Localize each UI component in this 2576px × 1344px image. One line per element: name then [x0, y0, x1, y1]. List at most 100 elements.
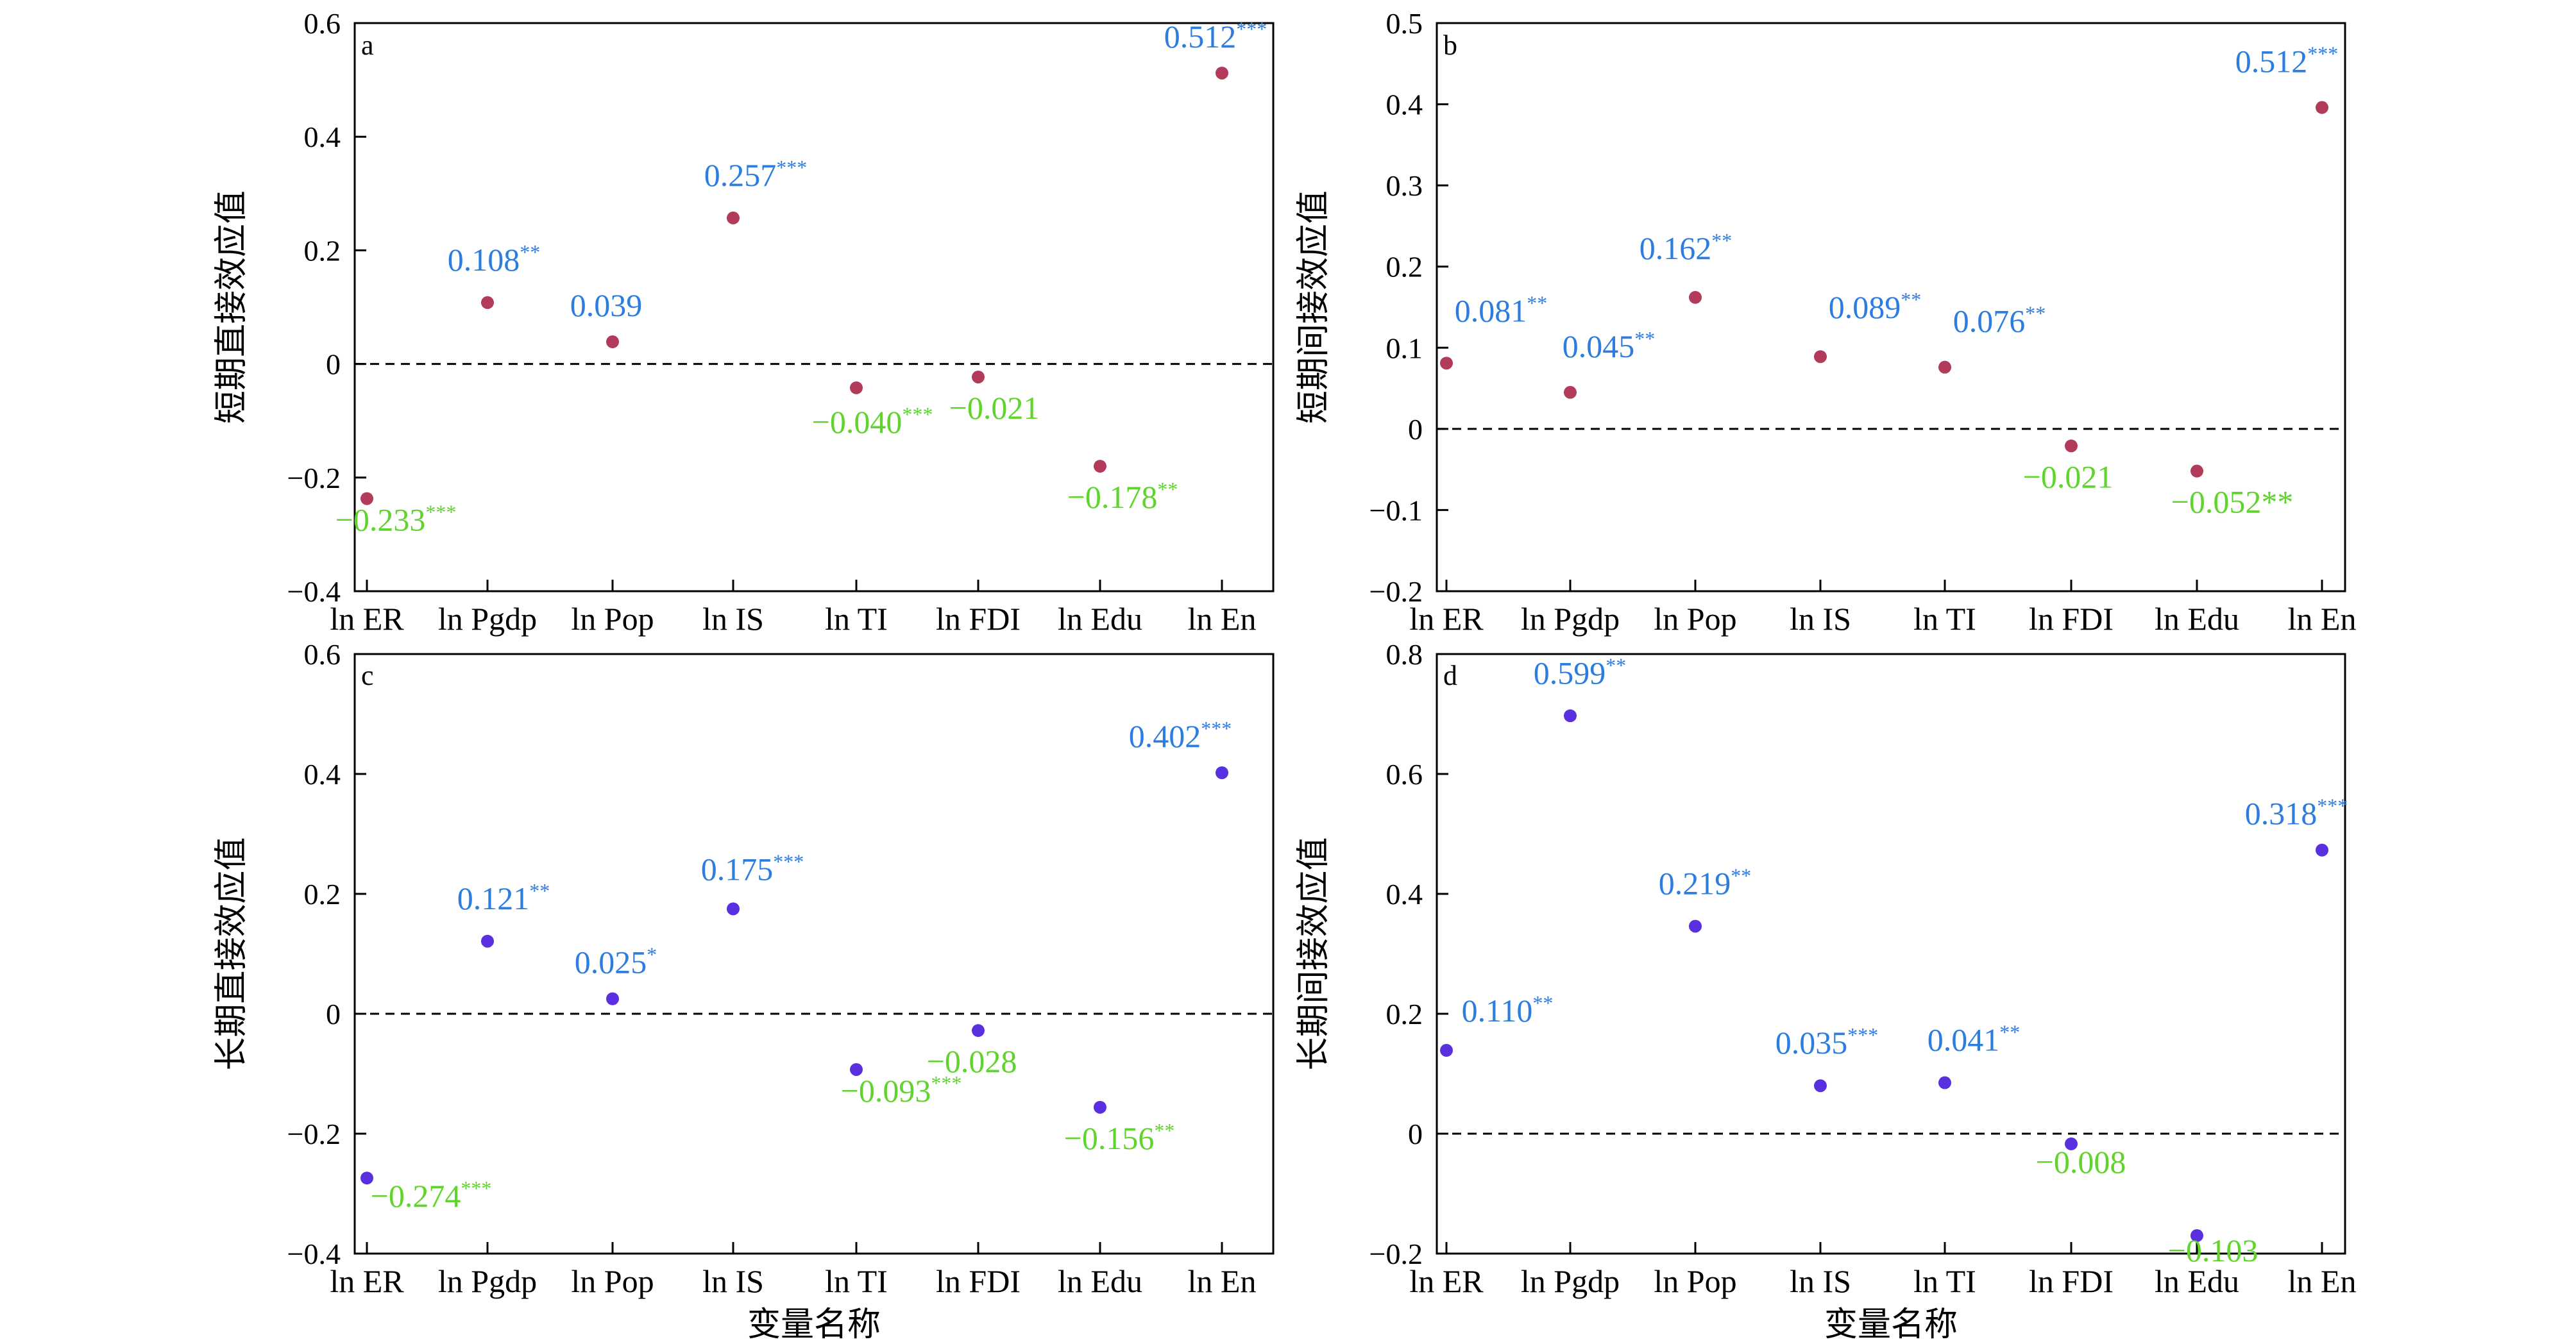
panel-a: a −0.4 −0.2 0 0.2 0.4 0.6 ln ER ln Pgdp ln Pop ln …	[214, 7, 1275, 637]
y-tick-label: 0	[326, 348, 341, 381]
y-tick-label: 0.4	[1386, 88, 1423, 121]
data-label: 0.035***	[1775, 1023, 1879, 1061]
y-tick-label: 0.5	[1386, 7, 1423, 40]
x-tick-label: ln IS	[1790, 601, 1851, 637]
data-point	[1094, 460, 1106, 473]
data-point	[727, 211, 740, 224]
data-label: 0.041**	[1928, 1021, 2021, 1058]
plot-frame	[1436, 22, 2346, 592]
data-label: 0.257***	[704, 156, 808, 193]
x-tick-label: ln ER	[1409, 1263, 1484, 1299]
panel-letter: b	[1443, 29, 1457, 61]
y-tick-label: 0.1	[1386, 332, 1423, 364]
y-tick-label: 0.6	[304, 7, 341, 40]
x-tick-label: ln Pop	[1654, 1263, 1736, 1299]
data-label: 0.162**	[1640, 229, 1733, 266]
data-point	[1216, 66, 1228, 80]
data-point	[1938, 1076, 1951, 1089]
data-point	[2316, 101, 2328, 114]
data-label: 0.219**	[1659, 864, 1752, 901]
data-label: −0.178**	[1067, 478, 1178, 515]
x-axis-title: 变量名称	[747, 1307, 881, 1343]
x-tick-label: ln FDI	[936, 1263, 1021, 1299]
data-point	[972, 370, 985, 383]
x-tick-label: ln ER	[330, 1263, 404, 1299]
x-tick-label: ln Edu	[2155, 601, 2239, 637]
x-tick-label: ln Pgdp	[438, 1263, 537, 1299]
data-label: 0.039	[570, 287, 643, 323]
y-tick-label: 0.4	[304, 758, 341, 791]
data-point	[1564, 709, 1577, 723]
y-axis-title: 长期间接效应值	[1296, 837, 1332, 1070]
data-label: −0.274***	[371, 1177, 492, 1214]
y-tick-label: 0.3	[1386, 169, 1423, 202]
data-label: −0.156**	[1064, 1119, 1175, 1156]
data-label: 0.121**	[457, 879, 550, 916]
data-point	[606, 335, 619, 349]
y-axis-title: 短期直接效应值	[214, 190, 250, 424]
y-tick-label: 0.2	[1386, 251, 1423, 283]
data-label: 0.512***	[2235, 42, 2339, 80]
data-label: −0.233***	[335, 501, 457, 538]
x-tick-label: ln Pgdp	[438, 601, 537, 637]
panel-letter: d	[1443, 660, 1457, 691]
x-tick-label: ln Pgdp	[1521, 1263, 1620, 1299]
y-tick-label: 0.8	[1386, 638, 1423, 671]
data-label: 0.045**	[1563, 327, 1656, 364]
data-label: −0.021	[2023, 458, 2114, 494]
data-point	[2190, 1229, 2203, 1242]
y-tick-label: 0	[1408, 413, 1423, 446]
data-point	[850, 1063, 863, 1076]
x-tick-label: ln TI	[825, 1263, 888, 1299]
data-label: 0.599**	[1534, 653, 1627, 691]
data-point	[1814, 350, 1827, 364]
data-point	[727, 902, 740, 916]
data-label: 0.512***	[1164, 17, 1267, 55]
y-tick-label: 0.2	[1386, 998, 1423, 1030]
data-point	[972, 1024, 985, 1037]
data-point	[1094, 1100, 1106, 1114]
data-point	[1564, 385, 1577, 399]
data-point	[1814, 1079, 1827, 1093]
y-tick-label: 0	[1408, 1118, 1423, 1150]
data-label: −0.103	[2168, 1232, 2258, 1268]
x-tick-label: ln ER	[1409, 601, 1484, 637]
y-tick-label: 0.2	[304, 878, 341, 911]
x-tick-label: ln Pgdp	[1521, 601, 1620, 637]
data-label: −0.028	[927, 1043, 1017, 1079]
x-axis-title: 变量名称	[1824, 1307, 1958, 1343]
data-label: 0.110**	[1462, 991, 1554, 1029]
x-tick-label: ln Pop	[571, 601, 654, 637]
data-label: −0.021	[949, 390, 1040, 426]
x-tick-label: ln TI	[825, 601, 888, 637]
data-label: 0.108**	[448, 240, 541, 278]
y-tick-label: −0.2	[287, 1118, 341, 1150]
y-tick-label: 0.4	[304, 121, 341, 153]
x-tick-label: ln IS	[1790, 1263, 1851, 1299]
data-point	[360, 1172, 373, 1185]
plot-frame	[353, 22, 1275, 592]
y-tick-label: 0.4	[1386, 878, 1423, 911]
x-tick-label: ln En	[2288, 1263, 2357, 1299]
x-tick-label: ln Edu	[1058, 1263, 1142, 1299]
data-label: 0.089**	[1829, 288, 1922, 325]
data-label: −0.008	[2036, 1144, 2126, 1180]
x-tick-label: ln TI	[1913, 1263, 1976, 1299]
data-label: 0.175***	[701, 850, 804, 887]
data-point	[2190, 464, 2203, 478]
data-label: 0.402***	[1129, 717, 1232, 754]
x-tick-label: ln En	[1188, 1263, 1257, 1299]
panel-letter: c	[361, 660, 374, 691]
x-tick-label: ln IS	[702, 601, 764, 637]
data-point	[2065, 439, 2078, 453]
data-point	[1440, 1044, 1453, 1057]
y-tick-label: 0.6	[1386, 758, 1423, 791]
x-tick-label: ln IS	[702, 1263, 764, 1299]
x-tick-label: ln Pop	[571, 1263, 654, 1299]
data-point	[1689, 920, 1702, 933]
y-tick-label: −0.2	[1369, 1238, 1423, 1270]
plot-frame	[1436, 653, 2346, 1255]
panel-c: c −0.4 −0.2 0 0.2 0.4 0.6 ln ER ln Pgdp ln Pop ln …	[214, 638, 1275, 1343]
data-point	[2065, 1137, 2078, 1150]
